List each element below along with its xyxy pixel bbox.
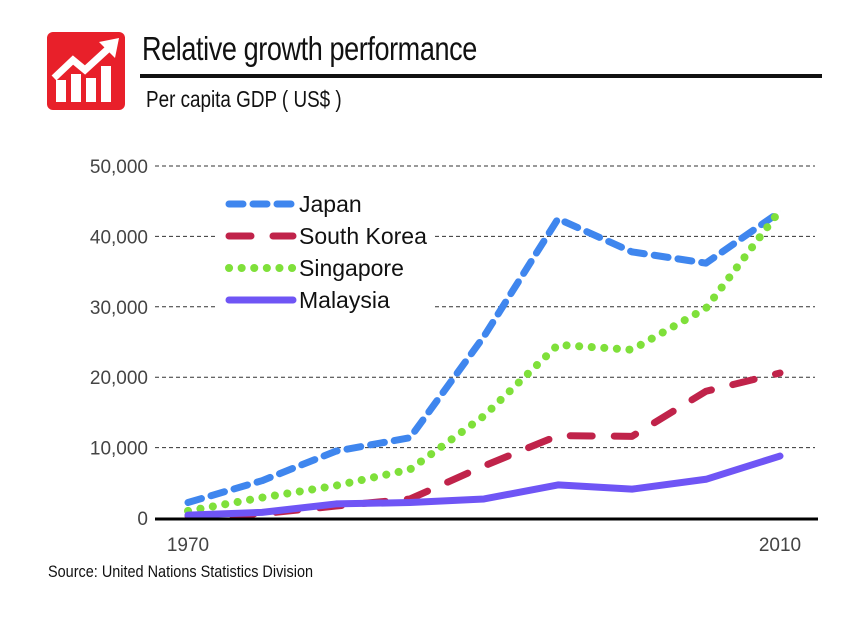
legend-label: Japan	[299, 191, 362, 217]
source-note: Source: United Nations Statistics Divisi…	[48, 562, 314, 581]
legend-label: South Korea	[299, 223, 427, 249]
y-tick-label: 50,000	[90, 157, 148, 178]
y-tick-label: 30,000	[90, 298, 148, 319]
y-tick-label: 20,000	[90, 368, 148, 389]
y-tick-label: 10,000	[90, 439, 148, 460]
series-line-malaysia	[184, 452, 784, 519]
title-divider	[140, 74, 822, 78]
x-tick-label: 1970	[167, 535, 209, 556]
legend-label: Malaysia	[299, 287, 390, 313]
x-tick-label: 2010	[759, 535, 801, 556]
legend-label: Singapore	[299, 255, 404, 281]
growth-chart-icon	[47, 32, 125, 110]
y-tick-label: 40,000	[90, 227, 148, 248]
y-tick-label: 0	[137, 509, 148, 530]
chart-subtitle: Per capita GDP ( US$ )	[146, 86, 342, 112]
chart-title: Relative growth performance	[142, 30, 477, 67]
